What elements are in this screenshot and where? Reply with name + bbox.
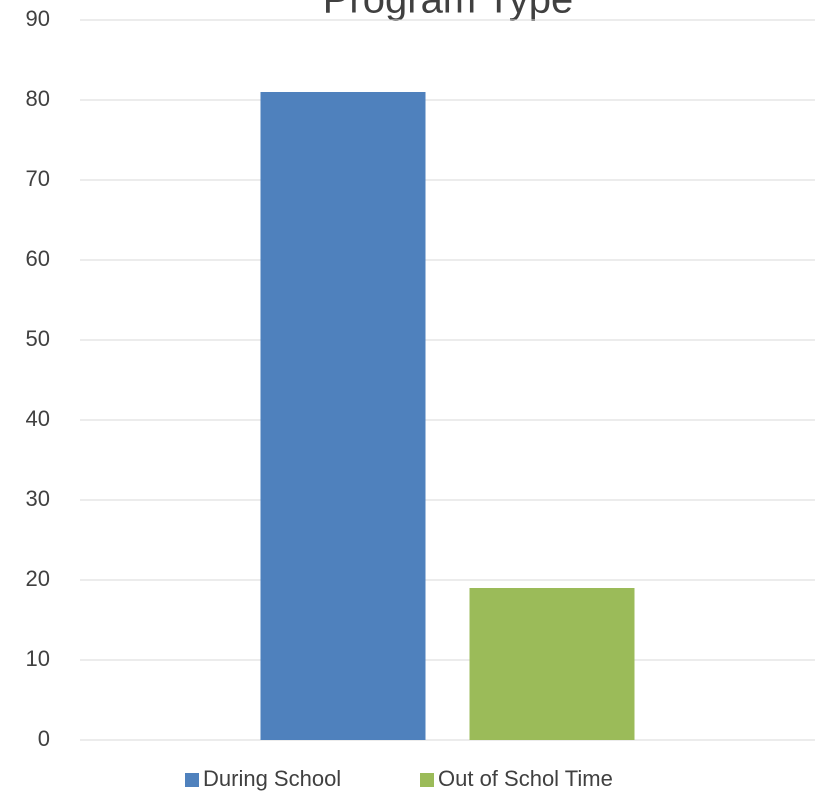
y-tick-label: 30 <box>26 486 50 511</box>
y-tick-label: 50 <box>26 326 50 351</box>
legend-label: During School <box>203 766 341 791</box>
y-tick-label: 70 <box>26 166 50 191</box>
y-tick-label: 0 <box>38 726 50 751</box>
legend-label: Out of Schol Time <box>438 766 613 791</box>
legend-swatch <box>185 773 199 787</box>
y-tick-label: 20 <box>26 566 50 591</box>
y-tick-label: 60 <box>26 246 50 271</box>
chart-title: Program Type <box>323 0 574 22</box>
y-tick-label: 10 <box>26 646 50 671</box>
bar <box>469 588 635 740</box>
y-tick-label: 40 <box>26 406 50 431</box>
bar <box>260 92 426 740</box>
y-tick-label: 80 <box>26 86 50 111</box>
y-tick-label: 90 <box>26 6 50 31</box>
legend-swatch <box>420 773 434 787</box>
